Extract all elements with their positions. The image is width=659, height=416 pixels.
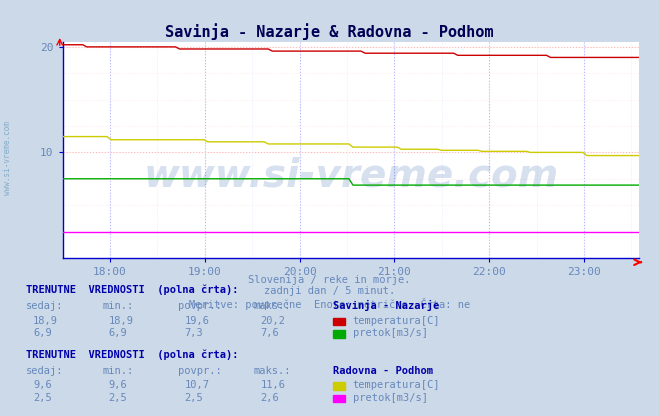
Text: 6,9: 6,9 (33, 328, 51, 338)
Text: www.si-vreme.com: www.si-vreme.com (143, 157, 559, 195)
Text: temperatura[C]: temperatura[C] (353, 316, 440, 326)
Text: zadnji dan / 5 minut.: zadnji dan / 5 minut. (264, 286, 395, 296)
Text: 9,6: 9,6 (33, 380, 51, 390)
Text: min.:: min.: (102, 366, 133, 376)
Text: TRENUTNE  VREDNOSTI  (polna črta):: TRENUTNE VREDNOSTI (polna črta): (26, 349, 239, 360)
Text: 9,6: 9,6 (109, 380, 127, 390)
Text: povpr.:: povpr.: (178, 301, 221, 311)
Text: Meritve: povprečne  Enote: metrične  Črta: ne: Meritve: povprečne Enote: metrične Črta:… (189, 298, 470, 310)
Text: 2,5: 2,5 (109, 393, 127, 403)
Text: Radovna - Podhom: Radovna - Podhom (333, 366, 433, 376)
Text: sedaj:: sedaj: (26, 366, 64, 376)
Text: maks.:: maks.: (254, 366, 291, 376)
Text: 7,3: 7,3 (185, 328, 203, 338)
Text: 10,7: 10,7 (185, 380, 210, 390)
Text: Savinja - Nazarje: Savinja - Nazarje (333, 300, 439, 311)
Text: 18,9: 18,9 (33, 316, 58, 326)
Text: 2,5: 2,5 (185, 393, 203, 403)
Text: 18,9: 18,9 (109, 316, 134, 326)
Text: 7,6: 7,6 (260, 328, 279, 338)
Text: TRENUTNE  VREDNOSTI  (polna črta):: TRENUTNE VREDNOSTI (polna črta): (26, 285, 239, 295)
Text: povpr.:: povpr.: (178, 366, 221, 376)
Text: maks.:: maks.: (254, 301, 291, 311)
Text: min.:: min.: (102, 301, 133, 311)
Text: 2,6: 2,6 (260, 393, 279, 403)
Text: www.si-vreme.com: www.si-vreme.com (3, 121, 13, 195)
Text: 2,5: 2,5 (33, 393, 51, 403)
Text: Slovenija / reke in morje.: Slovenija / reke in morje. (248, 275, 411, 285)
Text: pretok[m3/s]: pretok[m3/s] (353, 328, 428, 338)
Text: sedaj:: sedaj: (26, 301, 64, 311)
Text: 19,6: 19,6 (185, 316, 210, 326)
Text: temperatura[C]: temperatura[C] (353, 380, 440, 390)
Text: 11,6: 11,6 (260, 380, 285, 390)
Text: 20,2: 20,2 (260, 316, 285, 326)
Text: 6,9: 6,9 (109, 328, 127, 338)
Text: pretok[m3/s]: pretok[m3/s] (353, 393, 428, 403)
Text: Savinja - Nazarje & Radovna - Podhom: Savinja - Nazarje & Radovna - Podhom (165, 23, 494, 40)
